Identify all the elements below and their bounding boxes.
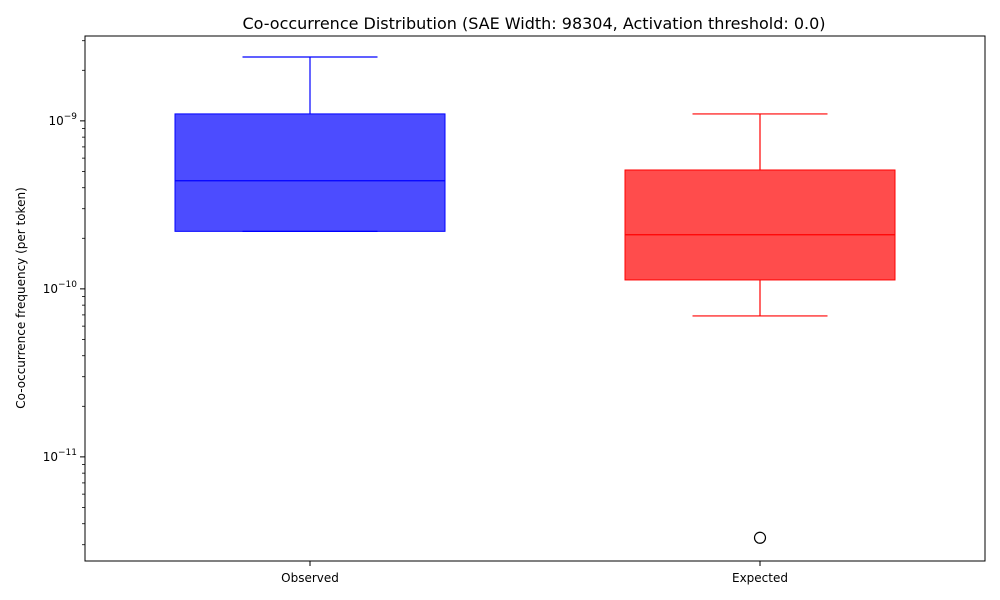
x-tick-label-observed: Observed (281, 571, 339, 585)
box-body-expected (624, 169, 896, 281)
y-tick-label-1: 10−10 (43, 280, 78, 296)
chart-marks (174, 56, 896, 544)
axes: 10−9 10−10 10−11 Observed Expected (43, 35, 986, 585)
box-observed (174, 56, 446, 232)
x-tick-label-expected: Expected (732, 571, 788, 585)
box-body-observed (174, 113, 446, 232)
outlier-point-expected-0 (753, 531, 767, 544)
box-expected (624, 113, 896, 544)
y-axis-label: Co-occurrence frequency (per token) (14, 187, 28, 408)
plot-frame (84, 35, 986, 562)
y-tick-label-2: 10−11 (43, 448, 77, 464)
y-tick-label-0: 10−9 (48, 112, 77, 128)
chart-title: Co-occurrence Distribution (SAE Width: 9… (242, 14, 825, 33)
